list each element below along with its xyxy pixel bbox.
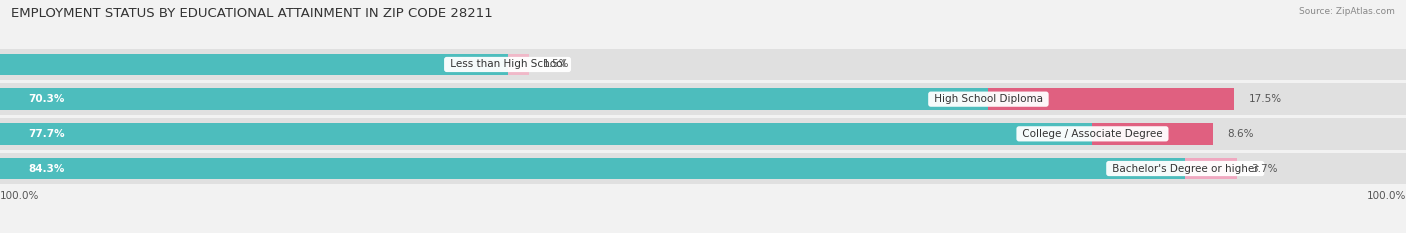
Bar [0,54,508,75]
Bar [0,123,1092,145]
Text: Source: ZipAtlas.com: Source: ZipAtlas.com [1299,7,1395,16]
Bar [0,88,988,110]
Text: Less than High School: Less than High School [447,59,568,69]
Bar [508,54,529,75]
Bar [1185,158,1237,179]
Text: Bachelor's Degree or higher: Bachelor's Degree or higher [1109,164,1261,174]
Text: 100.0%: 100.0% [1367,191,1406,201]
Bar [0,118,1406,150]
Bar [1092,123,1213,145]
Text: 77.7%: 77.7% [28,129,65,139]
Text: 84.3%: 84.3% [28,164,65,174]
Bar [0,48,1406,80]
Bar [988,88,1234,110]
Text: 3.7%: 3.7% [1251,164,1278,174]
Text: 1.5%: 1.5% [543,59,569,69]
Bar [0,83,1406,115]
Text: 8.6%: 8.6% [1227,129,1254,139]
Text: High School Diploma: High School Diploma [931,94,1046,104]
Text: 36.1%: 36.1% [460,59,494,69]
Text: College / Associate Degree: College / Associate Degree [1019,129,1166,139]
Text: 70.3%: 70.3% [28,94,65,104]
Text: EMPLOYMENT STATUS BY EDUCATIONAL ATTAINMENT IN ZIP CODE 28211: EMPLOYMENT STATUS BY EDUCATIONAL ATTAINM… [11,7,494,20]
Text: 17.5%: 17.5% [1249,94,1282,104]
Bar [0,153,1406,185]
Bar [0,158,1185,179]
Text: 100.0%: 100.0% [0,191,39,201]
